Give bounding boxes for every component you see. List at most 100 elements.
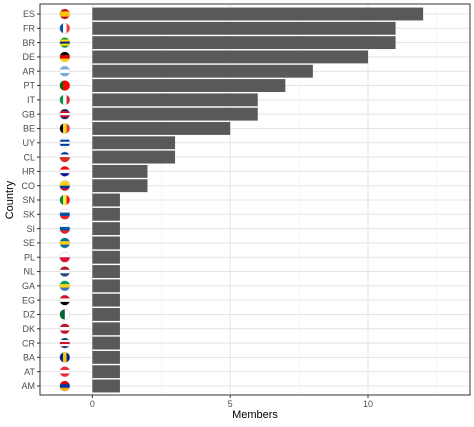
slovakia-flag-icon bbox=[59, 209, 71, 220]
flag-stripe bbox=[66, 352, 71, 363]
flag-outline bbox=[59, 294, 71, 306]
egypt-flag-icon bbox=[59, 294, 71, 306]
flag-stripe bbox=[59, 269, 71, 274]
colombia-flag-icon bbox=[59, 180, 71, 191]
bar-at bbox=[92, 365, 120, 379]
flag-stripe bbox=[66, 23, 71, 34]
flag-stripe bbox=[59, 194, 64, 206]
flag-outline bbox=[59, 194, 71, 206]
bar-fr bbox=[92, 21, 396, 35]
flag-stripe bbox=[59, 117, 71, 120]
flag-outline bbox=[59, 309, 71, 320]
flag-stripe bbox=[59, 223, 71, 228]
flag-stripe bbox=[59, 244, 71, 249]
flag-outline bbox=[59, 151, 71, 163]
y-tick-label: SI bbox=[26, 224, 35, 234]
y-tick-label: HR bbox=[22, 167, 35, 177]
x-axis-title: Members bbox=[232, 409, 278, 421]
flag-stripe bbox=[59, 58, 71, 63]
bar-de bbox=[92, 50, 369, 64]
flag-stripe bbox=[66, 123, 71, 134]
flag-stripe bbox=[63, 352, 67, 363]
flag-stripe bbox=[59, 301, 71, 306]
flag-stripe bbox=[59, 159, 71, 163]
flag-stripe bbox=[59, 43, 71, 46]
y-axis-ticks: ES FR BR DE AR PT IT GB BE UY CL HR CO SN SK SI SE PL NL GA… bbox=[22, 9, 40, 391]
austria-flag-icon bbox=[59, 366, 71, 377]
flag-stripe bbox=[59, 342, 71, 345]
portugal-flag-icon bbox=[59, 80, 71, 91]
bar-ba bbox=[92, 350, 120, 364]
flag-stripe bbox=[59, 327, 71, 331]
bar-cl bbox=[92, 150, 176, 164]
flag-outline bbox=[59, 65, 71, 77]
x-axis-ticks: 0 5 10 bbox=[90, 395, 373, 409]
bar-pt bbox=[92, 79, 286, 92]
y-tick-label: PT bbox=[23, 81, 35, 91]
flag-outline bbox=[59, 137, 71, 149]
flag-stripe bbox=[59, 72, 71, 77]
flag-stripe bbox=[59, 209, 71, 213]
flag-stripe bbox=[59, 237, 71, 242]
flag-outline bbox=[59, 280, 71, 292]
flag-stripe bbox=[59, 115, 71, 118]
flag-stripe bbox=[59, 188, 71, 191]
flag-stripe bbox=[59, 230, 71, 234]
croatia-flag-icon bbox=[59, 166, 71, 177]
flag-stripe bbox=[63, 23, 67, 34]
bar-gb bbox=[92, 107, 258, 121]
brazil-flag-icon bbox=[59, 37, 71, 48]
flag-stripe bbox=[59, 185, 71, 189]
flag-stripe bbox=[59, 352, 64, 363]
gabon-flag-icon bbox=[59, 280, 71, 292]
flag-stripe bbox=[64, 309, 71, 320]
flag-outline bbox=[59, 237, 71, 249]
bar-dz bbox=[92, 308, 120, 321]
flag-stripe bbox=[59, 366, 71, 371]
y-tick-label: SN bbox=[22, 195, 35, 205]
y-tick-label: FR bbox=[23, 24, 35, 34]
flag-stripe bbox=[59, 273, 71, 277]
flag-stripe bbox=[59, 280, 71, 285]
flag-stripe bbox=[63, 123, 67, 134]
flag-stripe bbox=[59, 294, 71, 299]
flag-stripe bbox=[66, 194, 71, 206]
flag-stripe bbox=[59, 37, 71, 40]
flag-stripe bbox=[59, 298, 71, 303]
bar-be bbox=[92, 122, 231, 135]
y-tick-label: DK bbox=[22, 324, 35, 334]
flag-outline bbox=[59, 123, 71, 134]
y-tick-label: SE bbox=[23, 238, 35, 248]
flag-stripe bbox=[63, 194, 67, 206]
y-tick-label: DZ bbox=[23, 310, 35, 320]
flag-stripe bbox=[59, 143, 71, 147]
senegal-flag-icon bbox=[59, 194, 71, 206]
flag-outline bbox=[59, 337, 71, 349]
flag-stripe bbox=[66, 80, 71, 91]
flag-stripe bbox=[66, 94, 71, 106]
y-tick-label: AT bbox=[24, 367, 35, 377]
flag-stripe bbox=[59, 23, 64, 34]
flag-stripe bbox=[59, 323, 71, 328]
flag-outline bbox=[59, 380, 71, 392]
flag-stripe bbox=[59, 287, 71, 292]
bar-uy bbox=[92, 136, 176, 150]
flag-stripe bbox=[59, 139, 71, 142]
flag-stripe bbox=[63, 80, 67, 91]
chile-flag-icon bbox=[59, 151, 71, 163]
y-tick-label: ES bbox=[23, 9, 35, 19]
bosnia-flag-icon bbox=[59, 352, 71, 363]
flag-stripe bbox=[59, 257, 71, 263]
y-axis-title: Country bbox=[4, 180, 16, 219]
bar-dk bbox=[92, 322, 120, 336]
bar-eg bbox=[92, 293, 120, 307]
armenia-flag-icon bbox=[59, 380, 71, 392]
bar-ga bbox=[92, 279, 120, 293]
flag-stripe bbox=[59, 169, 71, 174]
flag-outline bbox=[59, 266, 71, 277]
y-tick-label: IT bbox=[27, 95, 36, 105]
flag-stripe bbox=[59, 157, 71, 160]
flag-outline bbox=[59, 323, 71, 335]
bar-co bbox=[92, 179, 148, 193]
